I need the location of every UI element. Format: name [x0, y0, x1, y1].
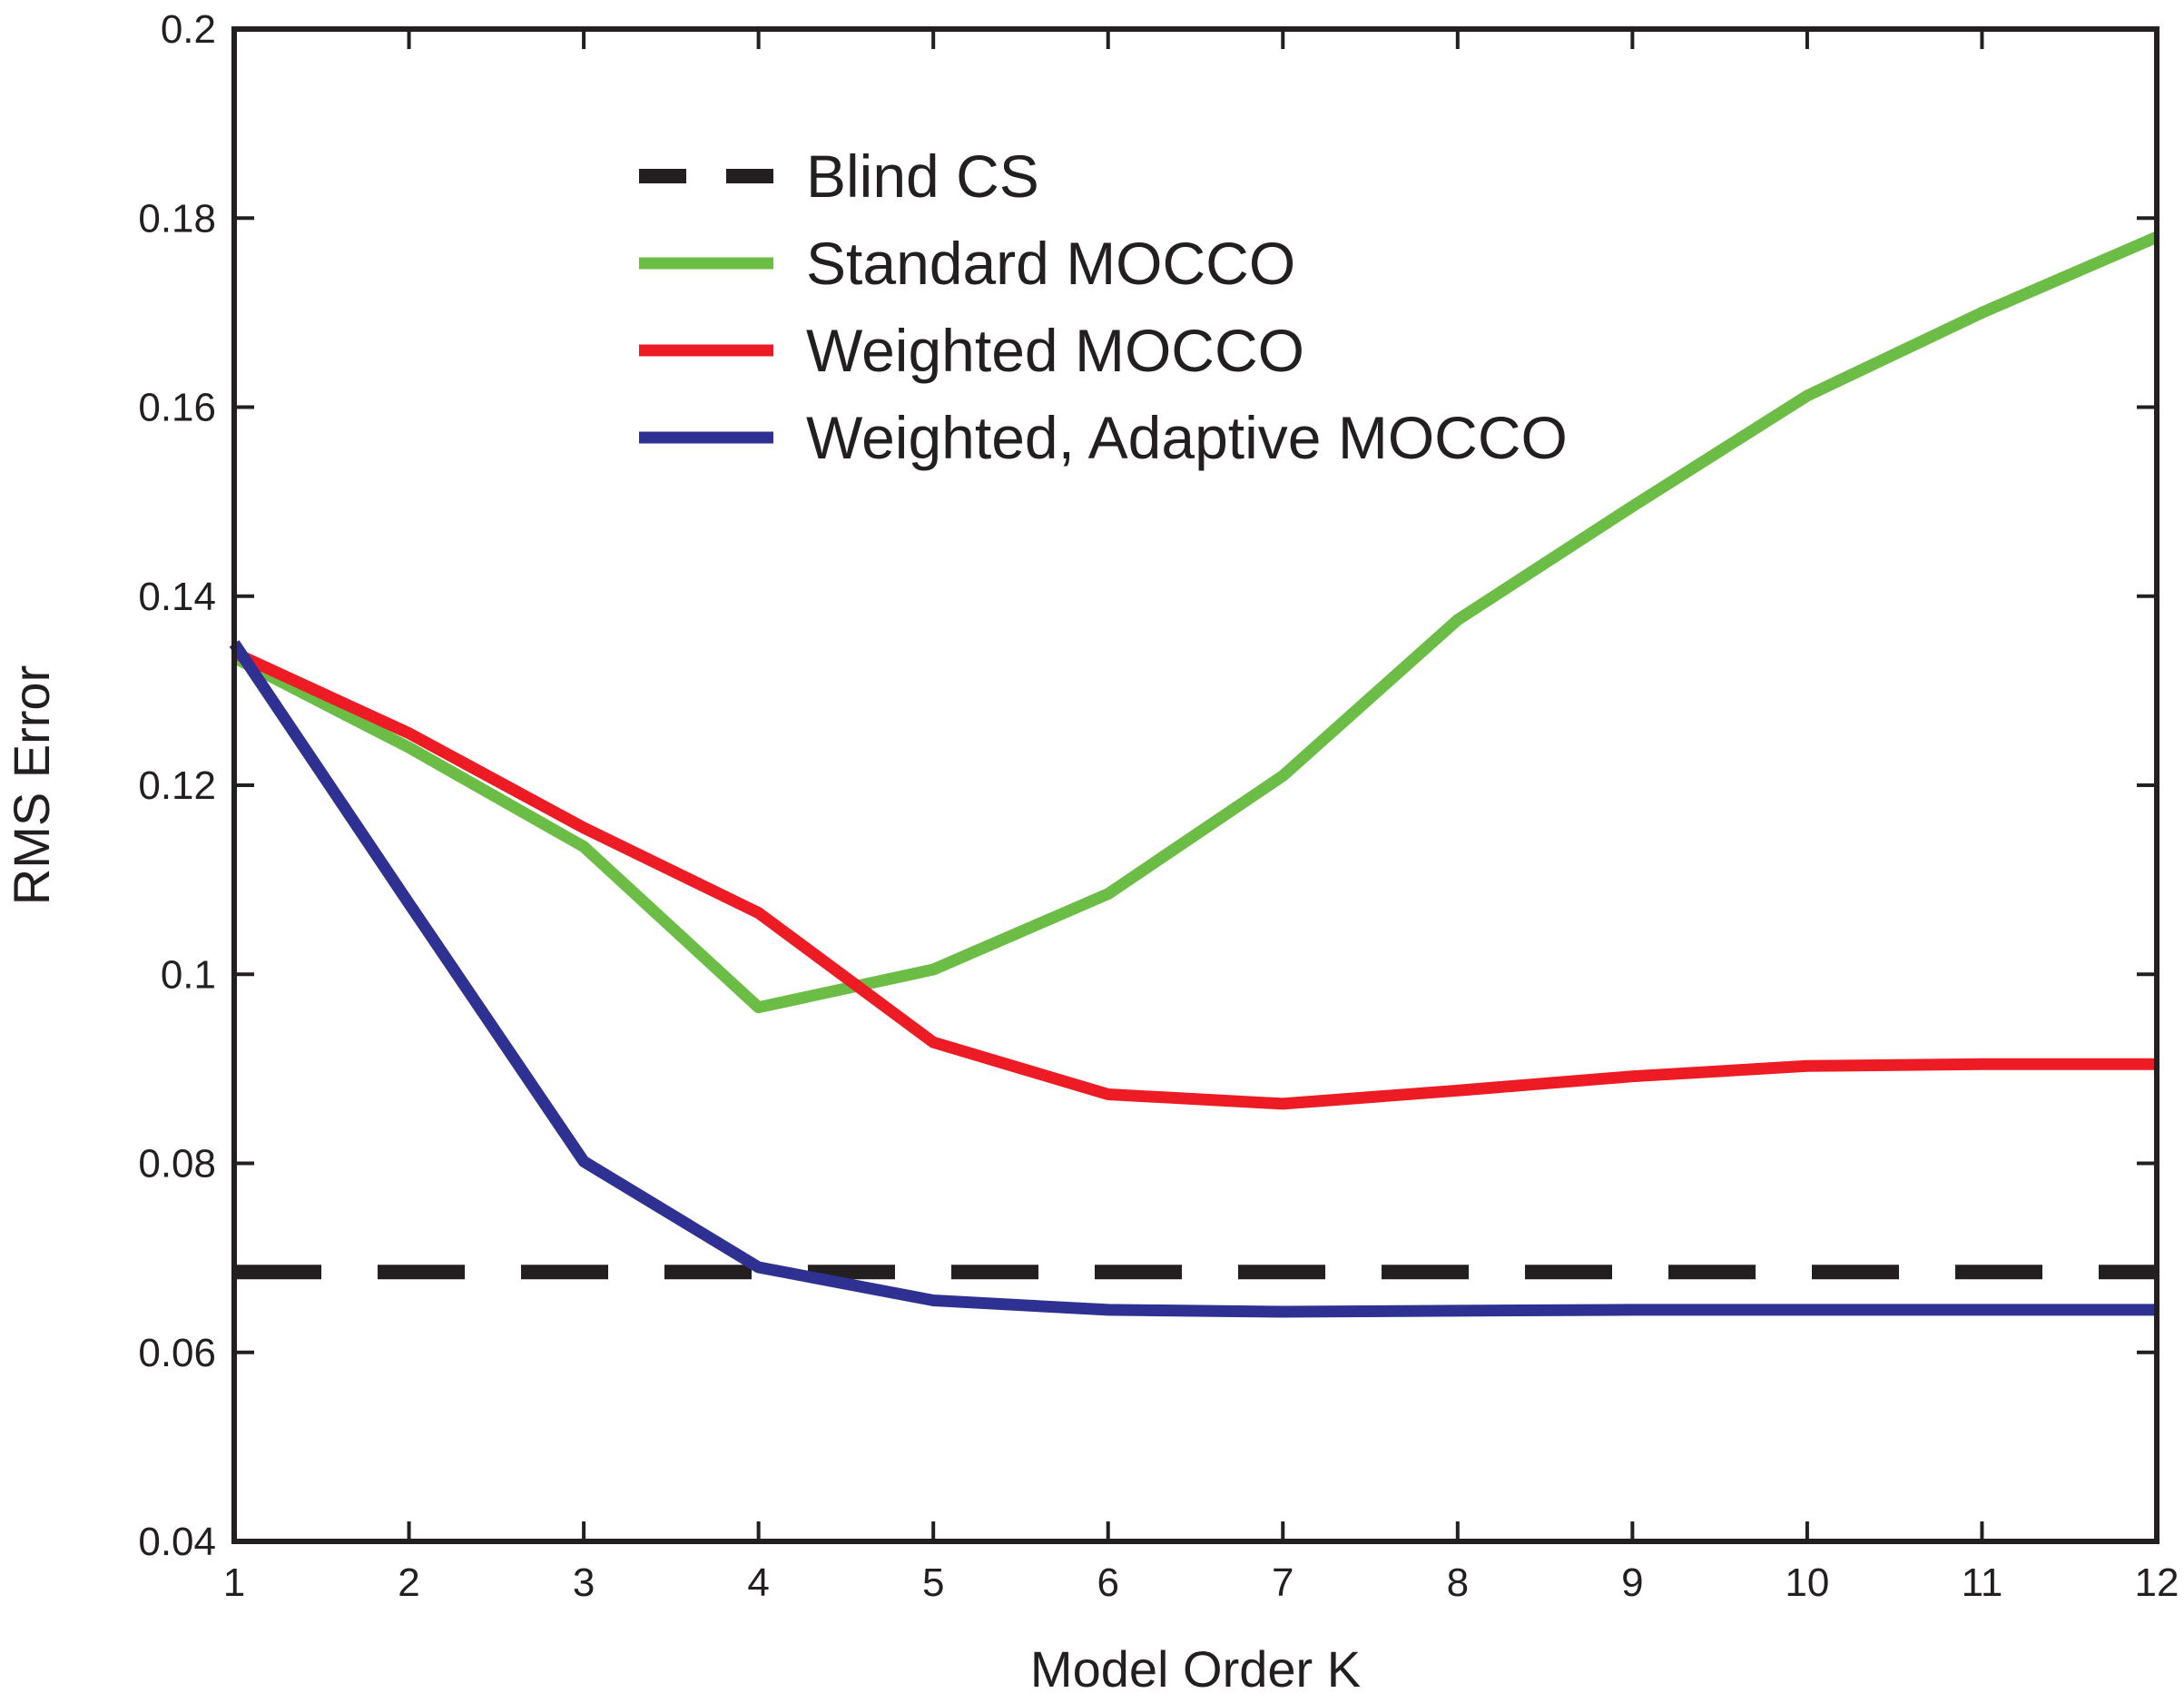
- x-tick-label: 1: [223, 1560, 245, 1605]
- x-tick-label: 11: [1962, 1560, 2003, 1605]
- y-axis-title: RMS Error: [3, 665, 60, 905]
- x-tick-label: 2: [398, 1560, 419, 1605]
- y-tick-label: 0.06: [138, 1331, 216, 1375]
- legend: Blind CS Standard MOCCO Weighted MOCCO Weig…: [639, 143, 1568, 471]
- legend-label: Standard MOCCO: [806, 230, 1295, 297]
- y-tick-label: 0.14: [138, 575, 216, 619]
- series-line-standard-mocco: [231, 231, 2159, 1014]
- y-tick-label: 0.08: [138, 1142, 216, 1186]
- y-tick-label: 0.18: [138, 196, 216, 241]
- y-tick-label: 0.16: [138, 386, 216, 430]
- series-layer: [229, 231, 2159, 1318]
- x-tick-label: 5: [922, 1560, 944, 1605]
- series-line-weighted-adaptive-mocco: [229, 640, 2157, 1318]
- x-tick-label: 7: [1272, 1560, 1294, 1605]
- x-axis-title: Model Order K: [1030, 1640, 1361, 1698]
- y-axis: 0.04 0.06 0.08 0.1 0.12 0.14 0.16 0.18 0.2: [138, 7, 2157, 1564]
- legend-label: Blind CS: [806, 143, 1039, 210]
- series-line-weighted-mocco: [231, 647, 2157, 1110]
- x-tick-label: 6: [1097, 1560, 1118, 1605]
- x-tick-label: 3: [573, 1560, 595, 1605]
- y-tick-label: 0.04: [138, 1520, 216, 1564]
- x-tick-label: 8: [1447, 1560, 1469, 1605]
- legend-label: Weighted MOCCO: [806, 317, 1304, 384]
- x-tick-label: 9: [1621, 1560, 1643, 1605]
- x-tick-label: 12: [2135, 1560, 2179, 1605]
- x-tick-label: 4: [747, 1560, 769, 1605]
- x-axis: 1 2 3 4 5 6 7 8 9 10 11 12: [223, 29, 2179, 1605]
- x-tick-label: 10: [1785, 1560, 1829, 1605]
- y-tick-label: 0.12: [138, 763, 216, 808]
- y-tick-label: 0.2: [161, 7, 216, 52]
- y-tick-label: 0.1: [161, 952, 216, 997]
- legend-label: Weighted, Adaptive MOCCO: [806, 404, 1568, 471]
